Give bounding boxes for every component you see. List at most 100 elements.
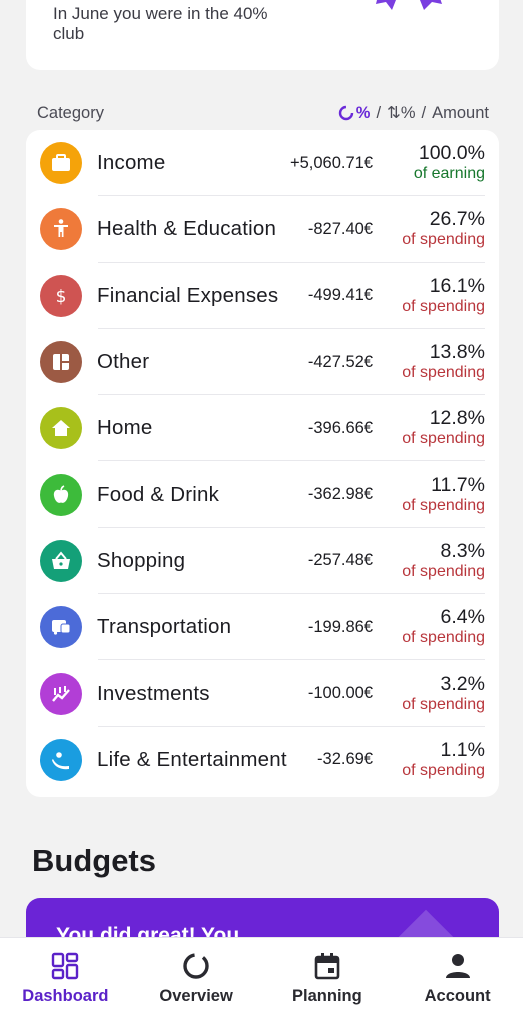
basket-icon [52,551,70,569]
category-name: Health & Education [97,217,277,241]
category-share-label: of spending [402,496,485,514]
category-percent: 16.1% [429,274,485,297]
category-amount: -362.98€ [307,485,373,504]
category-percent: 3.2% [440,672,485,695]
category-share-label: of spending [402,629,485,647]
home-icon [52,420,70,437]
category-icon-badge [40,142,82,185]
category-row[interactable]: Transportation -199.86€ 6.4% of spending [26,594,499,661]
person-icon [54,219,68,238]
category-icon-badge [40,473,82,516]
category-percent: 13.8% [429,341,485,364]
category-name: Home [97,416,153,440]
category-icon-badge [40,738,82,781]
category-icon-badge [40,672,82,715]
row-divider [98,725,485,727]
category-amount: +5,060.71€ [289,153,373,172]
category-icon-badge: $ [40,274,82,317]
category-row[interactable]: Investments -100.00€ 3.2% of spending [26,660,499,727]
row-divider [98,526,485,528]
nav-overview[interactable]: Overview [131,938,262,1024]
row-divider [98,261,485,263]
category-name: Investments [97,681,210,705]
category-name: Other [97,350,150,374]
category-icon-badge [40,341,82,384]
category-header: Category % / ⇅% / Amount [37,102,489,124]
category-name: Transportation [97,615,232,639]
category-share-label: of spending [402,364,485,382]
sort-percent-toggle[interactable]: ⇅% [387,104,416,122]
category-name: Food & Drink [97,482,220,506]
bottom-navigation: Dashboard Overview Planning Account [0,937,523,1024]
category-share: 12.8% of spending [402,407,485,449]
club-card[interactable]: In June you were in the 40% club [26,0,499,70]
row-divider [98,593,485,595]
separator: / [421,103,427,122]
category-percent: 26.7% [429,208,485,231]
category-share-label: of earning [413,165,485,183]
category-amount: -427.52€ [307,352,373,371]
category-share: 16.1% of spending [402,275,485,317]
category-row[interactable]: Shopping -257.48€ 8.3% of spending [26,528,499,595]
category-row[interactable]: Other -427.52€ 13.8% of spending [26,329,499,396]
category-amount: -100.00€ [307,684,373,703]
donut-icon [183,953,209,979]
category-share: 11.7% of spending [402,474,485,516]
category-icon-badge [40,208,82,251]
category-share-label: of spending [402,562,485,580]
nav-planning[interactable]: Planning [262,938,393,1024]
category-amount: -396.66€ [307,418,373,437]
percent-toggle-label: % [355,103,371,122]
account-icon [445,954,470,978]
category-icon-badge [40,539,82,582]
category-percent: 8.3% [440,539,485,562]
svg-text:$: $ [56,287,67,307]
category-row[interactable]: Health & Education -827.40€ 26.7% of spendi… [26,196,499,263]
category-row[interactable]: $ Financial Expenses -499.41€ 16.1% of spend… [26,263,499,329]
category-name: Financial Expenses [97,283,279,307]
nav-dashboard[interactable]: Dashboard [0,938,131,1024]
category-row[interactable]: Food & Drink -362.98€ 11.7% of spending [26,462,499,528]
category-percent: 1.1% [440,738,485,761]
category-amount: -257.48€ [307,551,373,570]
category-share: 1.1% of spending [402,739,485,781]
category-name: Life & Entertainment [97,747,287,771]
category-name: Shopping [97,548,186,572]
grid-icon [53,354,69,371]
calendar-icon [314,953,340,980]
amount-toggle[interactable]: Amount [432,103,489,122]
apple-icon [53,484,69,503]
category-share: 8.3% of spending [402,540,485,582]
category-share: 3.2% of spending [402,673,485,715]
category-icon-badge [40,407,82,450]
percent-toggle[interactable]: % [338,103,371,123]
category-share: 13.8% of spending [402,341,485,383]
category-amount: -827.40€ [307,219,373,238]
category-percent: 6.4% [440,606,485,629]
category-amount: -32.69€ [317,750,373,769]
nav-label: Account [424,987,491,1005]
category-row[interactable]: Income +5,060.71€ 100.0% of earning [26,130,499,197]
dashboard-icon [52,952,79,980]
nav-account[interactable]: Account [392,938,523,1024]
nav-label: Planning [292,987,362,1005]
category-row[interactable]: Life & Entertainment -32.69€ 1.1% of spendi… [26,727,499,793]
category-icon-badge [40,606,82,649]
category-percent: 100.0% [418,142,485,165]
separator: / [376,103,382,122]
row-divider [98,460,485,462]
bus-icon [52,620,71,635]
category-share: 6.4% of spending [402,606,485,648]
dollar-icon: $ [56,287,67,307]
ribbon-icon [376,0,442,10]
donut-small-icon [338,105,353,121]
row-divider [98,195,485,197]
category-share-label: of spending [402,231,485,249]
budgets-title: Budgets [32,843,156,878]
category-row[interactable]: Home -396.66€ 12.8% of spending [26,395,499,462]
chart-icon [52,685,70,702]
category-amount: -199.86€ [307,617,373,636]
row-divider [98,659,485,661]
category-share-label: of spending [402,297,485,315]
row-divider [98,394,485,396]
